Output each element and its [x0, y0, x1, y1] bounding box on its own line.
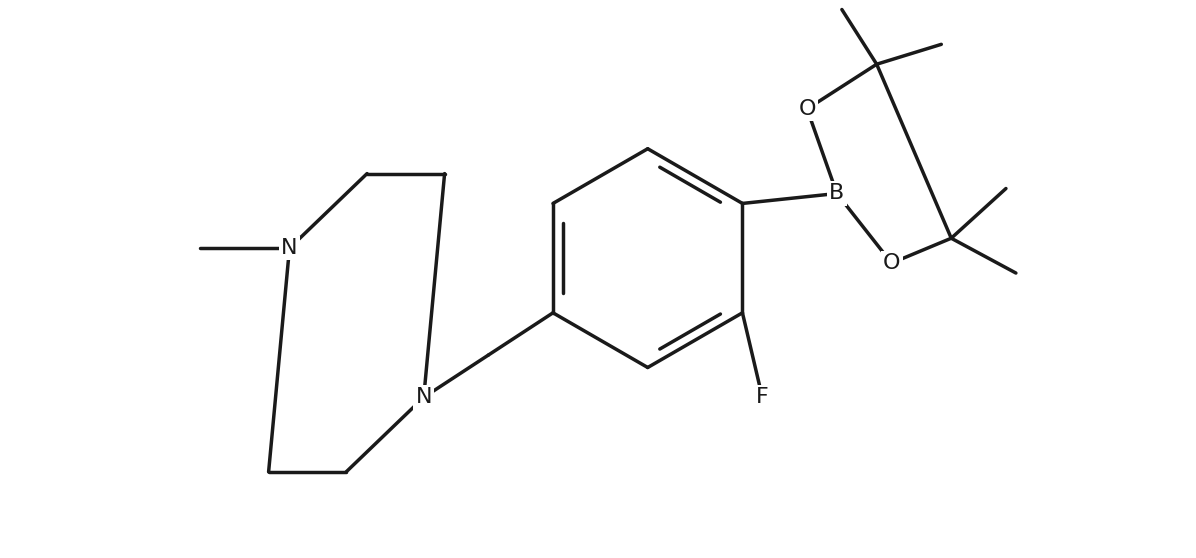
Text: N: N	[281, 238, 298, 258]
Text: O: O	[798, 99, 816, 119]
Text: O: O	[883, 253, 901, 273]
Text: N: N	[415, 387, 432, 407]
Text: B: B	[829, 184, 844, 204]
Text: F: F	[756, 387, 769, 407]
